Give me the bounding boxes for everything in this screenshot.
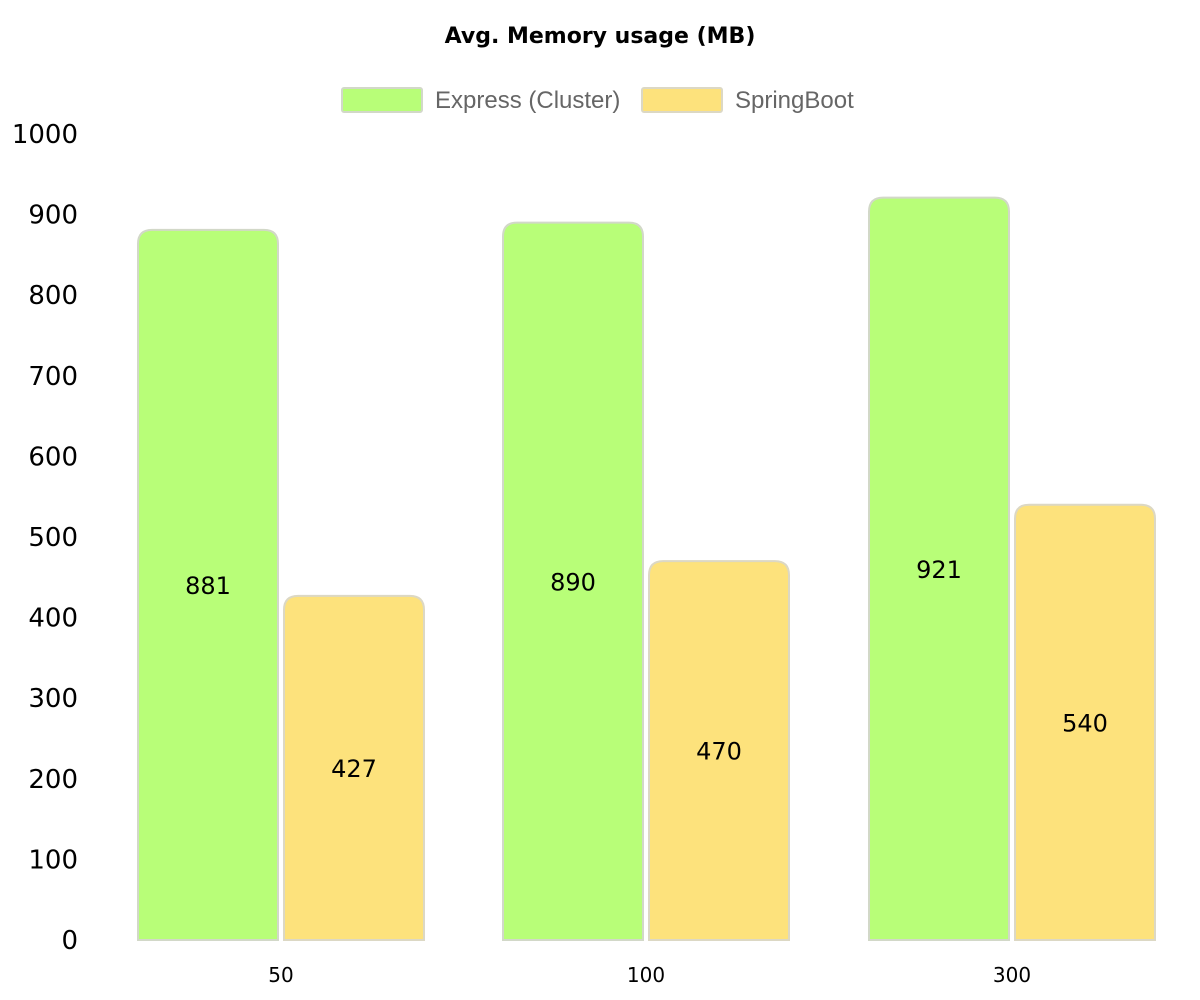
bar-springboot-50[interactable] [283,594,425,941]
y-tick-label: 600 [28,442,78,472]
bar-springboot-100[interactable] [648,560,790,941]
legend-swatch-express-cluster [341,87,423,113]
bar-springboot-300[interactable] [1014,503,1156,941]
x-tick-label: 300 [993,963,1031,987]
legend-item-express-cluster[interactable]: Express (Cluster) [341,87,620,114]
x-tick-label: 100 [627,963,665,987]
chart-legend[interactable]: Express (Cluster) SpringBoot [341,87,854,114]
data-label-express-cluster-50: 881 [185,572,231,600]
bar-express-cluster-50[interactable] [137,228,279,941]
data-label-springboot-300: 540 [1062,709,1108,737]
x-tick-label: 50 [268,963,293,987]
y-tick-label: 0 [61,926,78,956]
y-tick-label: 300 [28,684,78,714]
y-tick-label: 200 [28,765,78,795]
y-tick-label: 100 [28,845,78,875]
data-label-springboot-50: 427 [331,755,377,783]
legend-item-springboot[interactable]: SpringBoot [641,87,854,114]
data-labels-group: 881 427 890 470 921 540 [185,556,1108,783]
bar-series-group [137,196,1156,941]
bar-express-cluster-100[interactable] [502,221,644,941]
y-tick-label: 400 [28,604,78,634]
legend-label-express-cluster: Express (Cluster) [435,87,620,114]
chart-title: Avg. Memory usage (MB) [445,24,756,49]
y-tick-label: 900 [28,201,78,231]
y-axis: 0 100 200 300 400 500 600 700 800 900 1000 [12,120,78,956]
y-tick-label: 1000 [12,120,78,150]
data-label-springboot-100: 470 [696,738,742,766]
y-tick-label: 500 [28,523,78,553]
legend-swatch-springboot [641,87,723,113]
y-tick-label: 700 [28,362,78,392]
data-label-express-cluster-100: 890 [550,568,596,596]
legend-label-springboot: SpringBoot [735,87,854,114]
data-label-express-cluster-300: 921 [916,556,962,584]
x-axis: 50 100 300 [268,963,1031,987]
y-tick-label: 800 [28,281,78,311]
bar-express-cluster-300[interactable] [868,196,1010,941]
